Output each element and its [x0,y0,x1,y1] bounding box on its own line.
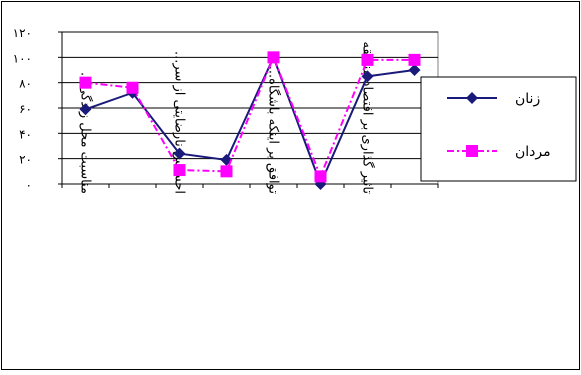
data-point [361,53,374,66]
legend-box [420,76,577,182]
y-tick-label: ۴۰ [19,127,32,141]
data-point [408,64,421,76]
y-tick-label: ۰ [26,178,32,192]
x-tick-label: مناسبت محل زندگی... [78,72,94,194]
data-point [361,70,374,83]
legend-item-men: مردان [447,144,551,160]
y-tick-label: ۸۰ [19,77,32,91]
series-men [79,51,421,183]
data-point [408,53,421,66]
data-point [314,170,327,183]
data-point [79,76,92,89]
data-point [173,164,186,177]
legend-marker-diamond-icon [466,92,478,104]
data-point [126,81,139,94]
legend-item-women: زنان [447,91,540,107]
data-point [267,51,280,64]
legend-label-men: مردان [515,144,551,160]
y-tick-label: ۱۰۰ [13,51,32,65]
x-tick-label: احساس نارضایتی از سر... [172,51,187,194]
legend-label-women: زنان [515,91,540,107]
series-line [85,54,415,180]
axes: ۰ ۲۰ ۴۰ ۶۰ ۸۰ ۱۰۰ ۱۲۰ مناسبت محل زندگی... احساس … [13,26,439,195]
data-point [173,147,186,160]
x-tick-label: تاثیر گذاری بر اقتصاد منطقه [360,41,376,194]
y-tick-label: ۶۰ [19,102,32,116]
y-tick-label: ۲۰ [19,153,32,167]
x-tick-label: توافق بر اینکه باشگاه... [266,66,282,195]
legend-marker-square-icon [466,145,478,157]
y-tick-label: ۱۲۰ [13,26,32,40]
series-layer [79,51,421,190]
data-point [220,165,233,178]
data-point [79,103,92,116]
